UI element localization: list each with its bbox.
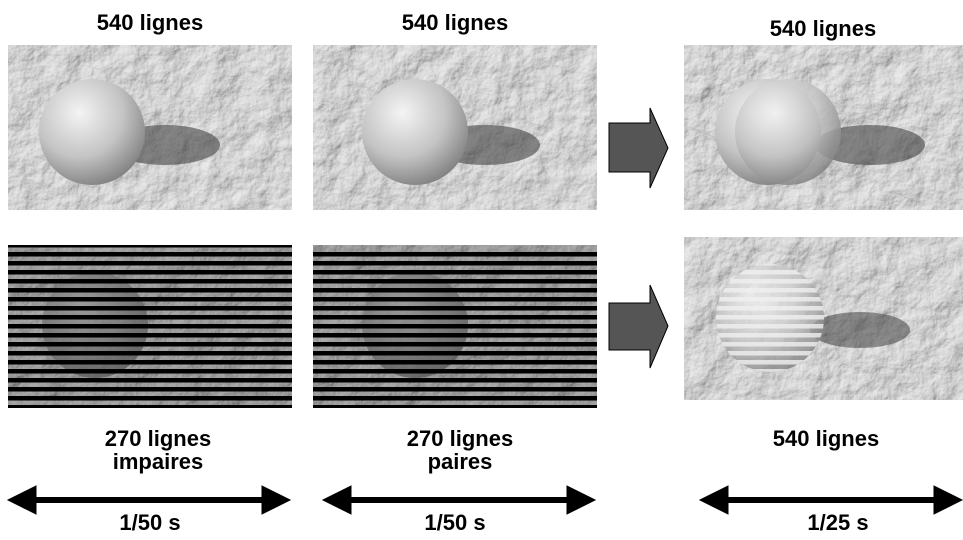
bottom-label: 540 lignes (773, 426, 879, 451)
bottom-label: paires (428, 449, 493, 474)
bottom-label: 270 lignes (105, 426, 211, 451)
bottom-label: impaires (113, 449, 204, 474)
block-arrow (609, 285, 668, 368)
image-even-field (313, 245, 597, 408)
duration-label: 1/25 s (807, 510, 868, 535)
image-odd-field (8, 245, 292, 408)
image-full-frame (684, 45, 963, 210)
image-full-frame (313, 45, 597, 210)
image-full-frame (8, 45, 292, 210)
image-interlaced-frame (684, 237, 963, 400)
diagram: 540 lignes 540 lignes 540 lignes 270 lig… (0, 0, 963, 540)
block-arrow (609, 108, 668, 188)
bottom-label: 270 lignes (407, 426, 513, 451)
top-label: 540 lignes (770, 16, 876, 41)
duration-label: 1/50 s (424, 510, 485, 535)
top-label: 540 lignes (97, 10, 203, 35)
duration-label: 1/50 s (119, 510, 180, 535)
top-label: 540 lignes (402, 10, 508, 35)
